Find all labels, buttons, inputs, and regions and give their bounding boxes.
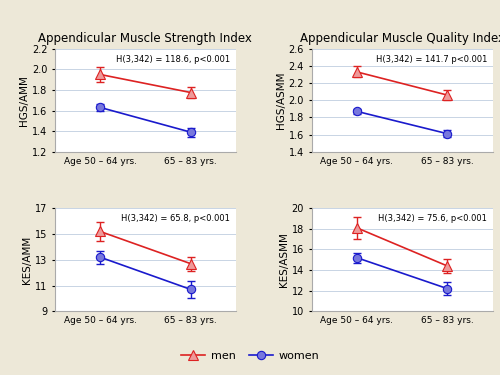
Text: H(3,342) = 118.6, p<0.001: H(3,342) = 118.6, p<0.001 [116, 55, 230, 64]
Text: H(3,342) = 75.6, p<0.001: H(3,342) = 75.6, p<0.001 [378, 214, 487, 223]
Title: Appendicular Muscle Quality Index: Appendicular Muscle Quality Index [300, 32, 500, 45]
Text: H(3,342) = 65.8, p<0.001: H(3,342) = 65.8, p<0.001 [122, 214, 230, 223]
Y-axis label: HGS/AMM: HGS/AMM [19, 75, 29, 126]
Text: H(3,342) = 141.7 p<0.001: H(3,342) = 141.7 p<0.001 [376, 55, 487, 64]
Y-axis label: HGS/ASMM: HGS/ASMM [276, 72, 286, 129]
Title: Appendicular Muscle Strength Index: Appendicular Muscle Strength Index [38, 32, 252, 45]
Legend: men, women: men, women [176, 347, 324, 366]
Y-axis label: KES/ASMM: KES/ASMM [279, 232, 289, 287]
Y-axis label: KES/AMM: KES/AMM [22, 236, 32, 284]
